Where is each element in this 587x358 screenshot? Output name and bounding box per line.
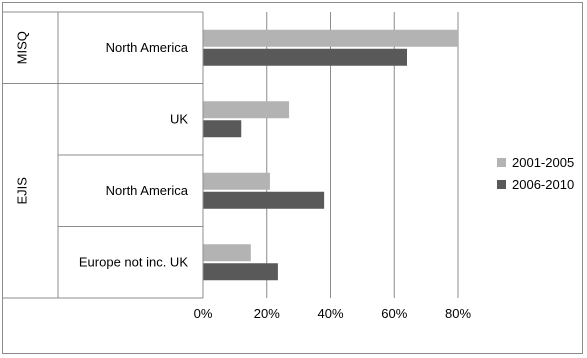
- legend-label: 2006-2010: [512, 177, 574, 192]
- x-tick-label: 20%: [254, 306, 280, 321]
- legend-swatch: [497, 180, 506, 189]
- category-label: Europe not inc. UK: [79, 254, 188, 269]
- bar-2006-2010-3: [203, 263, 278, 281]
- bar-2001-2005-2: [203, 172, 270, 190]
- bars-layer: [203, 29, 458, 281]
- legend-label: 2001-2005: [512, 155, 574, 170]
- bar-2001-2005-1: [203, 101, 290, 119]
- bar-2001-2005-0: [203, 29, 458, 47]
- category-label: North America: [106, 183, 189, 198]
- legend: 2001-2005 2006-2010: [497, 155, 574, 192]
- group-label: EJIS: [15, 177, 30, 205]
- category-label: North America: [106, 40, 189, 55]
- x-tick-label: 0%: [194, 306, 213, 321]
- x-tick-label: 80%: [445, 306, 471, 321]
- bar-2006-2010-2: [203, 191, 325, 209]
- category-label: UK: [170, 111, 188, 126]
- bar-2001-2005-3: [203, 244, 251, 262]
- x-tick-label: 60%: [381, 306, 407, 321]
- bar-2006-2010-0: [203, 48, 407, 66]
- axis-layer: 0% 20% 40% 60% 80%: [3, 11, 471, 321]
- group-label: MISQ: [15, 31, 30, 64]
- labels-layer: North America UK North America Europe not i…: [15, 31, 189, 269]
- bar-2006-2010-1: [203, 120, 242, 138]
- legend-swatch: [497, 158, 506, 167]
- x-tick-label: 40%: [317, 306, 343, 321]
